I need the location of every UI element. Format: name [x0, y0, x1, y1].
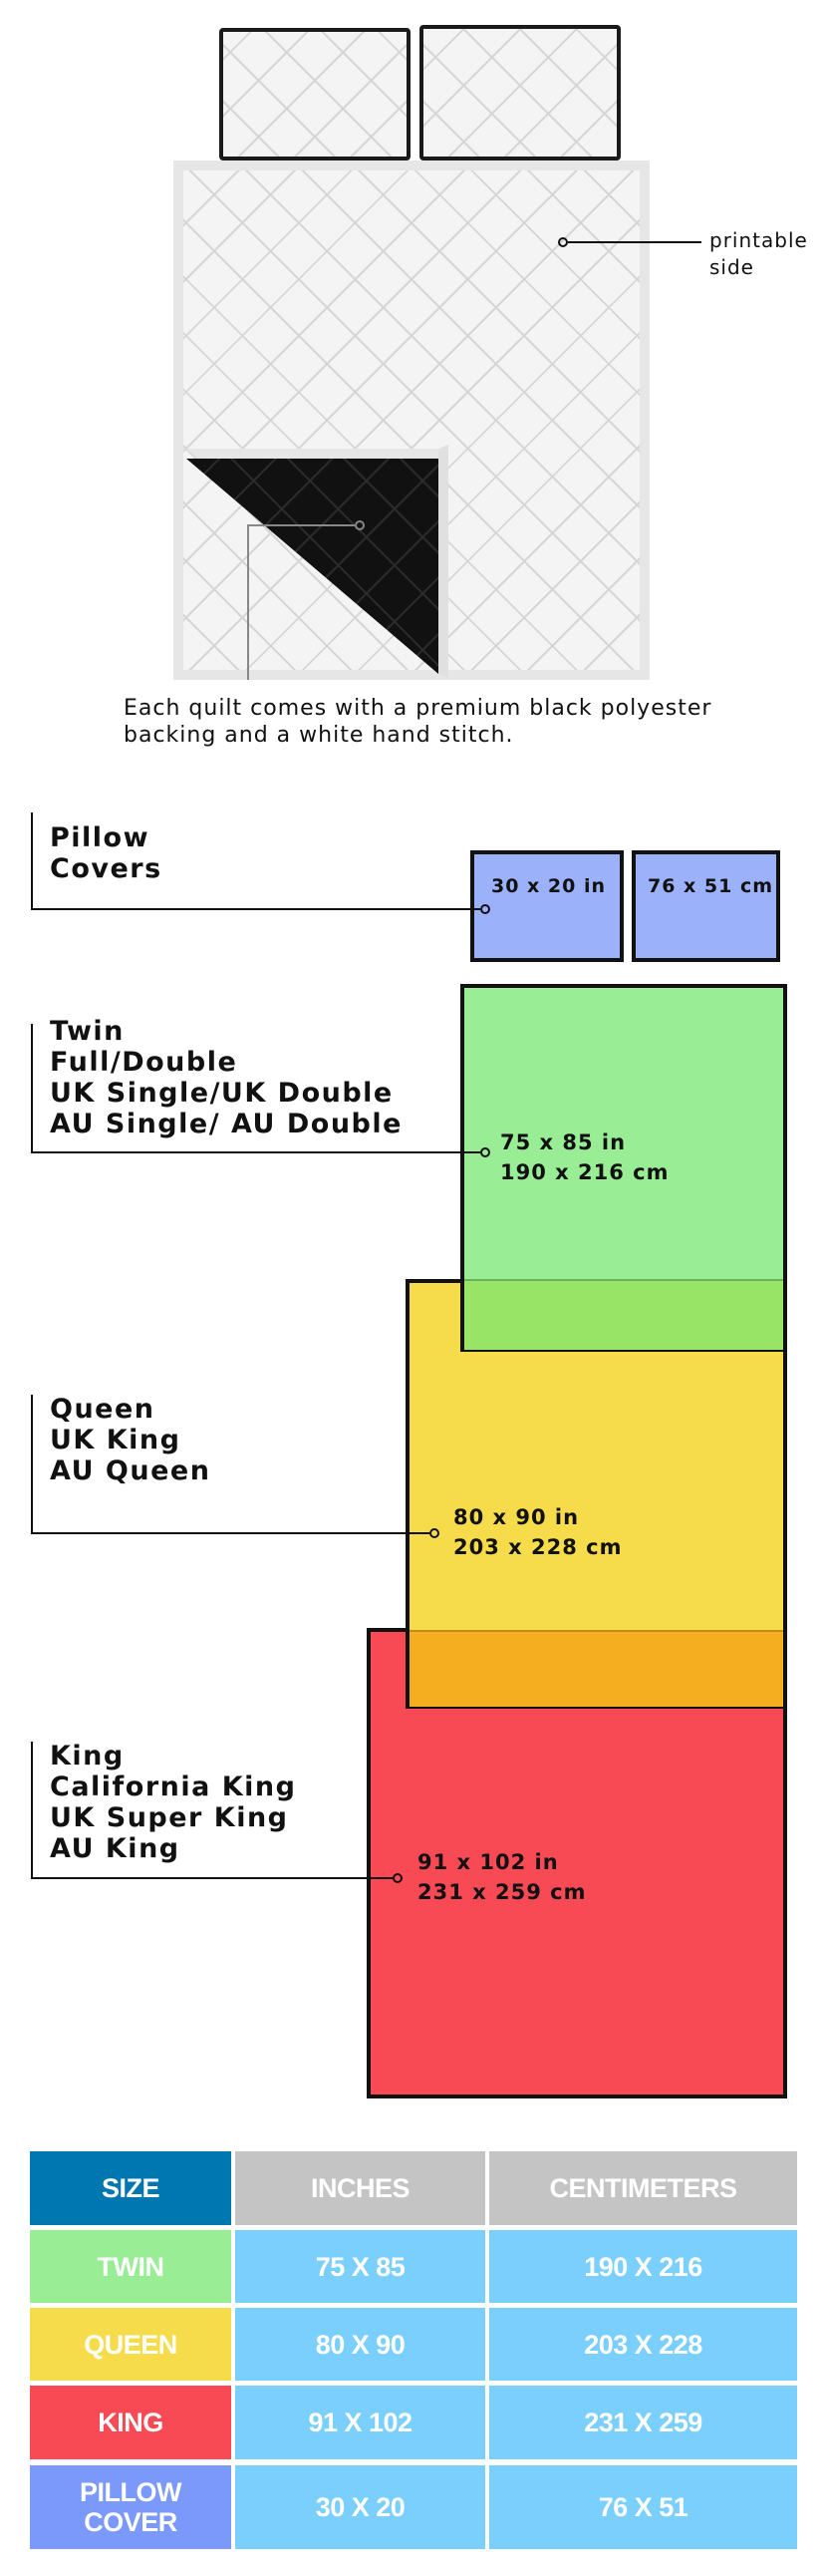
table-row: PILLOW COVER 30 X 20 76 X 51: [30, 2465, 797, 2549]
inches-cell: 91 X 102: [235, 2386, 485, 2459]
twin-dimensions: 75 x 85 in 190 x 216 cm: [500, 1130, 670, 1184]
pillow-bracket-h: [31, 908, 480, 910]
pillow-bracket-v: [31, 812, 33, 910]
table-row: KING 91 X 102 231 X 259: [30, 2386, 797, 2459]
king-marker-icon: [393, 1873, 403, 1883]
pillow-cm: 76 x 51 cm: [648, 875, 774, 897]
king-labels: King California King UK Super King AU Ki…: [50, 1741, 297, 1864]
king-bracket-h: [31, 1877, 393, 1879]
king-bracket-v: [31, 1742, 33, 1879]
table-row: QUEEN 80 X 90 203 X 228: [30, 2308, 797, 2381]
backing-leader-line-v: [247, 524, 249, 680]
pillow-box-inches: [470, 850, 624, 962]
pillow-labels: Pillow Covers: [50, 822, 162, 884]
queen-dimensions: 80 x 90 in 203 x 228 cm: [453, 1505, 623, 1559]
twin-bracket-v: [31, 1024, 33, 1153]
cm-cell: 203 X 228: [489, 2308, 797, 2381]
table-row: TWIN 75 X 85 190 X 216: [30, 2230, 797, 2303]
cm-cell: 76 X 51: [489, 2465, 797, 2549]
queen-king-overlap: [410, 1630, 783, 1707]
twin-bracket-h: [31, 1151, 480, 1153]
inches-cell: 80 X 90: [235, 2308, 485, 2381]
backing-marker-icon: [355, 520, 365, 530]
size-cell: QUEEN: [30, 2308, 231, 2381]
header-size: SIZE: [30, 2151, 231, 2225]
size-cell: TWIN: [30, 2230, 231, 2303]
printable-side-marker-icon: [558, 237, 568, 247]
pillow-image-right: [419, 25, 621, 161]
pillow-box-cm: [632, 850, 780, 962]
queen-bracket-h: [31, 1532, 429, 1534]
size-table: SIZE INCHES CENTIMETERS TWIN 75 X 85 190…: [30, 2151, 797, 2549]
pillow-inches: 30 x 20 in: [491, 875, 607, 897]
cm-cell: 190 X 216: [489, 2230, 797, 2303]
header-centimeters: CENTIMETERS: [489, 2151, 797, 2225]
printable-side-leader-line: [568, 241, 701, 243]
printable-side-label: printable side: [709, 228, 808, 279]
queen-labels: Queen UK King AU Queen: [50, 1394, 211, 1486]
size-cell: KING: [30, 2386, 231, 2459]
twin-marker-icon: [480, 1147, 490, 1157]
pillow-image-left: [219, 28, 411, 161]
header-inches: INCHES: [235, 2151, 485, 2225]
king-dimensions: 91 x 102 in 231 x 259 cm: [417, 1850, 587, 1904]
table-header-row: SIZE INCHES CENTIMETERS: [30, 2151, 797, 2225]
black-backing-fold: [186, 445, 448, 678]
backing-leader-line-h: [247, 524, 355, 526]
queen-bracket-v: [31, 1395, 33, 1534]
twin-labels: Twin Full/Double UK Single/UK Double AU …: [50, 1016, 403, 1139]
twin-queen-overlap: [464, 1279, 783, 1350]
pillow-marker-icon: [480, 904, 490, 914]
queen-marker-icon: [429, 1528, 439, 1538]
cm-cell: 231 X 259: [489, 2386, 797, 2459]
size-cell: PILLOW COVER: [30, 2465, 231, 2549]
inches-cell: 75 X 85: [235, 2230, 485, 2303]
inches-cell: 30 X 20: [235, 2465, 485, 2549]
backing-caption: Each quilt comes with a premium black po…: [124, 696, 712, 748]
